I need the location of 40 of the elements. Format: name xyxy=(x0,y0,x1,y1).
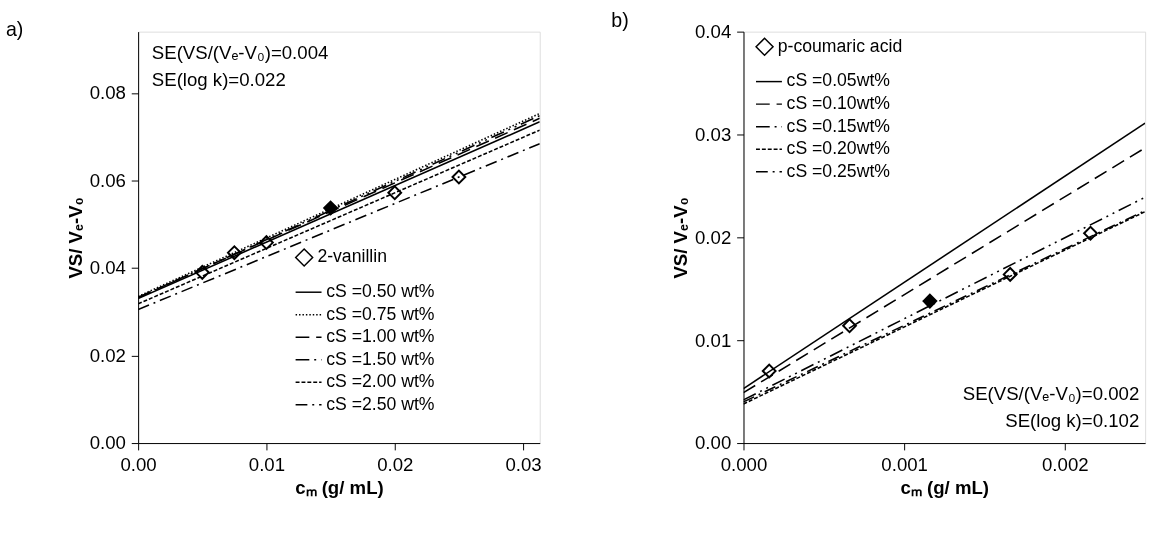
annotation: SE(log k)=0.022 xyxy=(151,69,286,91)
x-tick-label: 0.00 xyxy=(120,453,157,475)
y-tick-label: 0.03 xyxy=(695,123,732,145)
legend-label: p-coumaric acid xyxy=(777,35,903,56)
y-tick-label: 0.08 xyxy=(89,82,126,104)
legend-label: cS =0.75 wt% xyxy=(326,303,435,324)
x-tick-label: 0.01 xyxy=(248,453,286,475)
y-tick-label: 0.01 xyxy=(695,329,732,351)
legend-label: cS =0.20wt% xyxy=(786,138,891,159)
legend-label: cS =2.00 wt% xyxy=(326,371,435,392)
legend-label: cS =0.05wt% xyxy=(786,70,891,91)
y-axis-title: VS/ Vₑ-V₀ xyxy=(670,197,692,279)
legend-label: cS =1.00 wt% xyxy=(326,326,435,347)
chart-title: b) xyxy=(611,8,629,31)
y-tick-label: 0.00 xyxy=(89,432,126,454)
annotation: SE(log k)=0.102 xyxy=(1005,410,1140,432)
chart-title: a) xyxy=(5,17,24,40)
y-tick-label: 0.02 xyxy=(89,344,126,366)
y-tick-label: 0.04 xyxy=(89,257,126,279)
y-tick-label: 0.02 xyxy=(695,226,732,248)
y-tick-label: 0.00 xyxy=(695,432,732,454)
legend-label: cS =0.10wt% xyxy=(786,93,891,114)
x-tick-label: 0.002 xyxy=(1042,453,1089,475)
x-tick-label: 0.000 xyxy=(720,453,768,475)
y-axis-title: VS/ Vₑ-V₀ xyxy=(64,197,86,279)
x-tick-label: 0.001 xyxy=(881,453,928,475)
legend-label: cS =0.15wt% xyxy=(786,115,891,136)
y-tick-label: 0.06 xyxy=(89,169,126,191)
x-tick-label: 0.02 xyxy=(377,453,414,475)
legend-label: 2-vanillin xyxy=(317,246,387,267)
legend-label: cS =2.50 wt% xyxy=(326,393,435,414)
annotation: SE(VS/(Vₑ-V₀)=0.004 xyxy=(151,42,329,64)
legend-label: cS =0.25wt% xyxy=(786,160,891,181)
x-axis-title: cₘ (g/ mL) xyxy=(295,476,384,498)
x-axis-title: cₘ (g/ mL) xyxy=(900,476,990,498)
annotation: SE(VS/(Vₑ-V₀)=0.002 xyxy=(962,382,1140,404)
y-tick-label: 0.04 xyxy=(695,21,732,42)
legend-label: cS =1.50 wt% xyxy=(326,348,435,369)
x-tick-label: 0.03 xyxy=(505,453,542,475)
legend-label: cS =0.50 wt% xyxy=(326,281,435,302)
